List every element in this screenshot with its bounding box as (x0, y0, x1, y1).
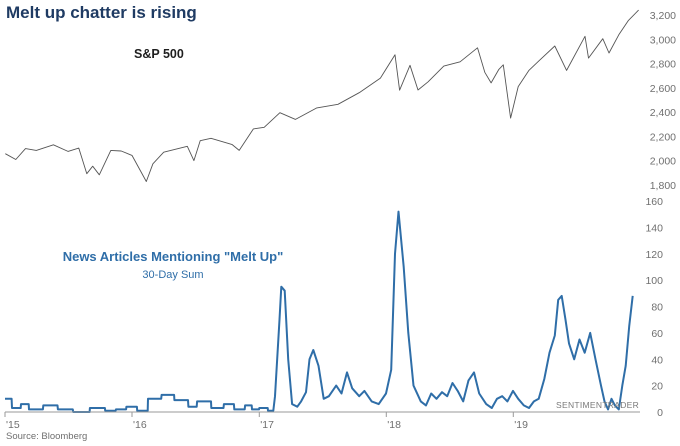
articles-y-ticks: 0 20 40 60 80 100 120 140 160 (645, 196, 663, 419)
articles-y-tick-label: 160 (645, 196, 663, 208)
articles-sublabel: 30-Day Sum (142, 269, 203, 281)
x-tick-label: '15 (6, 419, 20, 431)
x-tick-label: '18 (387, 419, 401, 431)
x-ticks: '15 '16 '17 '18 '19 (4, 412, 528, 431)
x-tick-label: '19 (514, 419, 528, 431)
chart-title: Melt up chatter is rising (6, 3, 197, 22)
x-tick-label: '16 (133, 419, 147, 431)
articles-y-tick-label: 60 (651, 328, 663, 340)
sp500-y-tick-label: 2,600 (650, 83, 676, 95)
articles-y-tick-label: 140 (645, 222, 663, 234)
source-note: Source: Bloomberg (6, 431, 87, 442)
sp500-y-tick-label: 1,800 (650, 180, 676, 192)
articles-label: News Articles Mentioning "Melt Up" (63, 249, 284, 264)
sp500-line (5, 9, 639, 182)
sp500-panel: 1,800 2,000 2,200 2,400 2,600 2,800 3,000 3,200… (5, 9, 676, 192)
watermark: SENTIMENTRADER (556, 400, 639, 410)
x-tick-label: '17 (260, 419, 274, 431)
articles-y-tick-label: 120 (645, 249, 663, 261)
articles-y-tick-label: 80 (651, 302, 663, 314)
sp500-y-tick-label: 2,000 (650, 156, 676, 168)
articles-panel: 0 20 40 60 80 100 120 140 160 News Articles Ment… (5, 196, 663, 419)
articles-line (5, 210, 634, 413)
articles-y-tick-label: 0 (657, 407, 663, 419)
sp500-y-ticks: 1,800 2,000 2,200 2,400 2,600 2,800 3,000 3,200 (650, 10, 676, 192)
sp500-y-tick-label: 3,000 (650, 34, 676, 46)
sp500-label: S&P 500 (134, 47, 184, 61)
articles-y-tick-label: 20 (651, 381, 663, 393)
x-axis: '15 '16 '17 '18 '19 (4, 411, 640, 431)
sp500-y-tick-label: 2,200 (650, 131, 676, 143)
articles-y-tick-label: 100 (645, 275, 663, 287)
sp500-y-tick-label: 2,400 (650, 107, 676, 119)
sp500-y-tick-label: 2,800 (650, 59, 676, 71)
articles-y-tick-label: 40 (651, 354, 663, 366)
sp500-y-tick-label: 3,200 (650, 10, 676, 22)
